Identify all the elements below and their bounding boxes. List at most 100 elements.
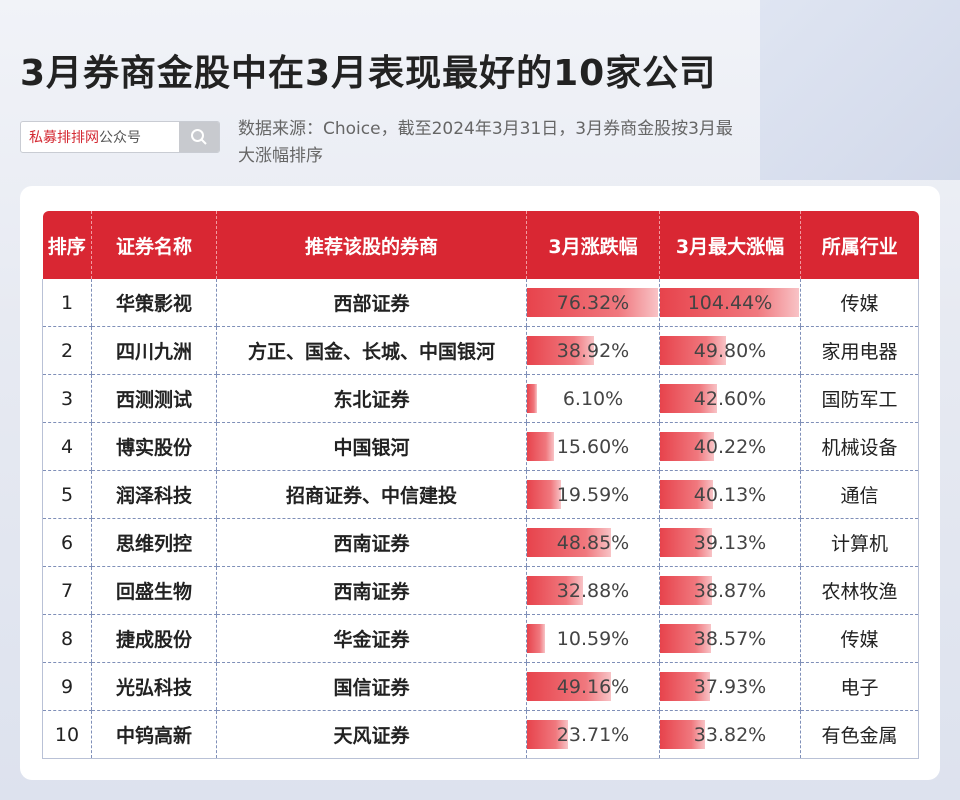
max-rise-cell: 38.87%: [659, 566, 801, 615]
max-rise-cell-label: 38.57%: [693, 627, 767, 650]
change-cell-label: 19.59%: [556, 483, 630, 506]
search-text: 私募排排网 公众号: [21, 122, 179, 152]
max-rise-cell-label: 39.13%: [693, 531, 767, 554]
rank-cell: 9: [42, 662, 92, 711]
industry-cell: 传媒: [800, 279, 919, 327]
change-cell: 76.32%: [526, 279, 660, 327]
brokers-cell: 方正、国金、长城、中国银河: [216, 326, 527, 375]
max-rise-cell-bar: [660, 480, 713, 509]
brokers-cell: 国信证券: [216, 662, 527, 711]
change-cell: 49.16%: [526, 662, 660, 711]
table-row: 6 思维列控 西南证券 48.85% 39.13% 计算机: [42, 518, 919, 567]
industry-cell: 农林牧渔: [800, 566, 919, 615]
industry-cell: 机械设备: [800, 422, 919, 471]
brokers-cell: 天风证券: [216, 710, 527, 759]
max-rise-cell: 38.57%: [659, 614, 801, 663]
brokers-cell: 西部证券: [216, 279, 527, 327]
industry-cell: 通信: [800, 470, 919, 519]
max-rise-cell: 40.22%: [659, 422, 801, 471]
change-cell-label: 15.60%: [556, 435, 630, 458]
change-cell-bar: [527, 720, 568, 749]
max-rise-cell-bar: [660, 336, 726, 365]
max-rise-cell-bar: [660, 528, 712, 557]
industry-cell: 家用电器: [800, 326, 919, 375]
brokers-cell: 东北证券: [216, 374, 527, 423]
stock-name-cell: 华策影视: [91, 279, 217, 327]
industry-cell: 计算机: [800, 518, 919, 567]
max-rise-cell-label: 42.60%: [693, 387, 767, 410]
max-rise-cell-bar: [660, 624, 711, 653]
rank-cell: 6: [42, 518, 92, 567]
change-cell: 15.60%: [526, 422, 660, 471]
stock-name-cell: 回盛生物: [91, 566, 217, 615]
change-cell: 32.88%: [526, 566, 660, 615]
change-cell-bar: [527, 672, 611, 701]
change-cell-label: 23.71%: [556, 723, 630, 746]
change-cell-bar: [527, 384, 537, 413]
table-header-row: 排序 证券名称 推荐该股的券商 3月涨跌幅 3月最大涨幅 所属行业: [42, 211, 919, 279]
change-cell-label: 10.59%: [556, 627, 630, 650]
max-rise-cell-bar: [660, 576, 712, 605]
max-rise-cell-label: 40.22%: [693, 435, 767, 458]
change-cell-bar: [527, 528, 611, 557]
change-cell: 6.10%: [526, 374, 660, 423]
max-rise-cell: 104.44%: [659, 279, 801, 327]
max-rise-cell-label: 33.82%: [693, 723, 767, 746]
brokers-cell: 华金证券: [216, 614, 527, 663]
stock-name-cell: 捷成股份: [91, 614, 217, 663]
max-rise-cell-bar: [660, 384, 717, 413]
change-cell-label: 38.92%: [556, 339, 630, 362]
change-cell-bar: [527, 288, 658, 317]
table-row: 2 四川九洲 方正、国金、长城、中国银河 38.92% 49.80% 家用电器: [42, 326, 919, 375]
search-icon: [191, 129, 207, 145]
header-brokers: 推荐该股的券商: [216, 211, 527, 279]
stock-name-cell: 四川九洲: [91, 326, 217, 375]
max-rise-cell: 42.60%: [659, 374, 801, 423]
change-cell-bar: [527, 432, 554, 461]
search-brand: 私募排排网: [29, 130, 99, 146]
change-cell: 48.85%: [526, 518, 660, 567]
max-rise-cell: 39.13%: [659, 518, 801, 567]
search-button[interactable]: [179, 122, 219, 152]
change-cell-label: 6.10%: [562, 387, 624, 410]
ranking-table: 排序 证券名称 推荐该股的券商 3月涨跌幅 3月最大涨幅 所属行业 1 华策影视西…: [42, 211, 919, 759]
change-cell-label: 32.88%: [556, 579, 630, 602]
change-cell-label: 76.32%: [556, 291, 630, 314]
header-industry: 所属行业: [800, 211, 919, 279]
header-change: 3月涨跌幅: [526, 211, 660, 279]
max-rise-cell: 49.80%: [659, 326, 801, 375]
table-row: 3 西测测试 东北证券 6.10% 42.60% 国防军工: [42, 374, 919, 423]
rank-cell: 1: [42, 279, 92, 327]
header-max-rise: 3月最大涨幅: [659, 211, 801, 279]
search-box[interactable]: 私募排排网 公众号: [20, 121, 220, 153]
industry-cell: 国防军工: [800, 374, 919, 423]
max-rise-cell-label: 37.93%: [693, 675, 767, 698]
brokers-cell: 中国银河: [216, 422, 527, 471]
brokers-cell: 西南证券: [216, 566, 527, 615]
change-cell-label: 49.16%: [556, 675, 630, 698]
brokers-cell: 西南证券: [216, 518, 527, 567]
table-row: 1 华策影视 西部证券 76.32% 104.44% 传媒: [42, 279, 919, 327]
max-rise-cell: 33.82%: [659, 710, 801, 759]
change-cell: 10.59%: [526, 614, 660, 663]
change-cell-bar: [527, 336, 594, 365]
table-row: 9 光弘科技 国信证券 49.16% 37.93% 电子: [42, 662, 919, 711]
data-source-note: 数据来源：Choice，截至2024年3月31日，3月券商金股按3月最大涨幅排序: [238, 119, 733, 166]
max-rise-cell-bar: [660, 432, 714, 461]
change-cell: 23.71%: [526, 710, 660, 759]
search-suffix: 公众号: [99, 130, 141, 146]
change-cell-bar: [527, 480, 561, 509]
stock-name-cell: 西测测试: [91, 374, 217, 423]
max-rise-cell-label: 104.44%: [687, 291, 773, 314]
industry-cell: 传媒: [800, 614, 919, 663]
table-row: 5 润泽科技 招商证券、中信建投 19.59% 40.13% 通信: [42, 470, 919, 519]
rank-cell: 8: [42, 614, 92, 663]
max-rise-cell: 37.93%: [659, 662, 801, 711]
max-rise-cell-bar: [660, 720, 705, 749]
rank-cell: 4: [42, 422, 92, 471]
change-cell: 38.92%: [526, 326, 660, 375]
stock-name-cell: 思维列控: [91, 518, 217, 567]
max-rise-cell-label: 49.80%: [693, 339, 767, 362]
header-rank: 排序: [42, 211, 92, 279]
change-cell-label: 48.85%: [556, 531, 630, 554]
